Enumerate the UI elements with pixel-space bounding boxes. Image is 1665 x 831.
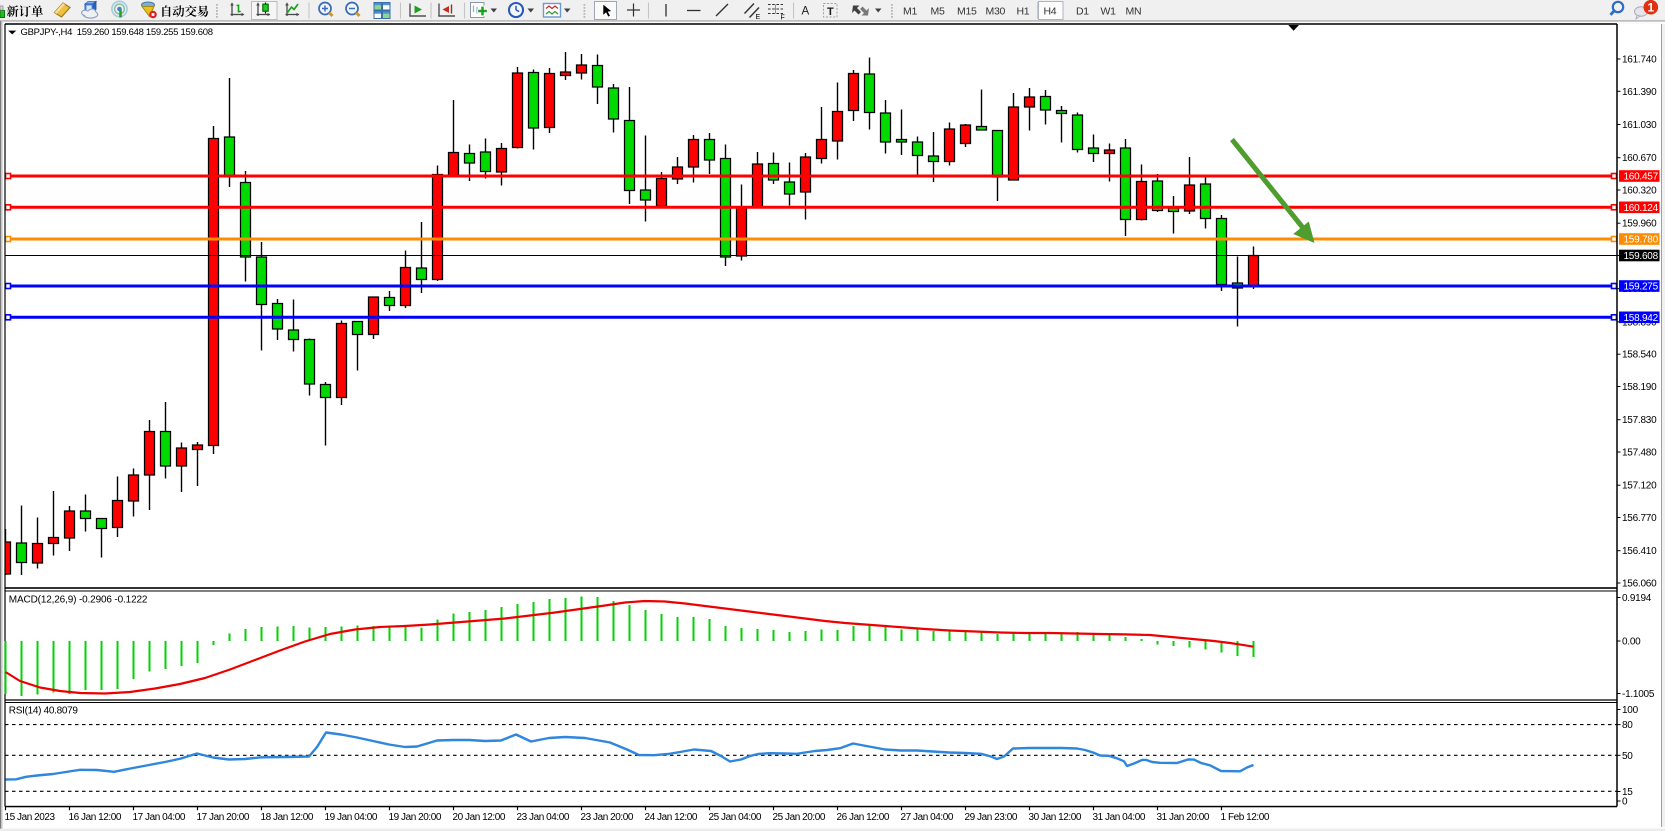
svg-text:161.740: 161.740 <box>1622 55 1657 66</box>
svg-text:H4: H4 <box>1044 6 1057 18</box>
svg-text:0: 0 <box>1622 797 1628 808</box>
svg-text:25 Jan 20:00: 25 Jan 20:00 <box>773 812 826 823</box>
svg-text:161.030: 161.030 <box>1622 120 1657 131</box>
svg-text:M1: M1 <box>903 6 917 18</box>
svg-text:100: 100 <box>1622 705 1639 716</box>
svg-text:M5: M5 <box>931 6 945 18</box>
svg-text:D1: D1 <box>1076 6 1089 18</box>
svg-text:160.457: 160.457 <box>1624 172 1659 183</box>
svg-text:24 Jan 12:00: 24 Jan 12:00 <box>645 812 698 823</box>
svg-text:H1: H1 <box>1017 6 1030 18</box>
svg-text:M30: M30 <box>986 6 1006 18</box>
svg-text:MN: MN <box>1126 6 1142 18</box>
svg-text:25 Jan 04:00: 25 Jan 04:00 <box>709 812 762 823</box>
svg-text:159.275: 159.275 <box>1624 282 1659 293</box>
svg-text:26 Jan 12:00: 26 Jan 12:00 <box>837 812 890 823</box>
svg-text:160.670: 160.670 <box>1622 153 1657 164</box>
svg-text:159.608: 159.608 <box>1624 251 1659 262</box>
svg-text:19 Jan 04:00: 19 Jan 04:00 <box>325 812 378 823</box>
svg-text:157.120: 157.120 <box>1622 481 1657 492</box>
svg-text:19 Jan 20:00: 19 Jan 20:00 <box>389 812 442 823</box>
svg-text:M15: M15 <box>957 6 977 18</box>
svg-text:23 Jan 20:00: 23 Jan 20:00 <box>581 812 634 823</box>
svg-text:156.410: 156.410 <box>1622 546 1657 557</box>
svg-text:158.942: 158.942 <box>1624 313 1659 324</box>
svg-text:MACD(12,26,9) -0.2906 -0.1222: MACD(12,26,9) -0.2906 -0.1222 <box>9 595 148 606</box>
svg-text:0.9194: 0.9194 <box>1622 593 1652 604</box>
svg-text:16 Jan 12:00: 16 Jan 12:00 <box>69 812 122 823</box>
svg-text:30 Jan 12:00: 30 Jan 12:00 <box>1029 812 1082 823</box>
svg-text:-1.1005: -1.1005 <box>1622 689 1655 700</box>
svg-text:23 Jan 04:00: 23 Jan 04:00 <box>517 812 570 823</box>
svg-text:15: 15 <box>1622 787 1633 798</box>
svg-text:160.320: 160.320 <box>1622 186 1657 197</box>
svg-text:20 Jan 12:00: 20 Jan 12:00 <box>453 812 506 823</box>
svg-text:159.780: 159.780 <box>1624 235 1659 246</box>
svg-text:1: 1 <box>1647 1 1654 15</box>
svg-text:161.390: 161.390 <box>1622 87 1657 98</box>
svg-text:158.190: 158.190 <box>1622 382 1657 393</box>
svg-text:31 Jan 20:00: 31 Jan 20:00 <box>1157 812 1210 823</box>
svg-text:29 Jan 23:00: 29 Jan 23:00 <box>965 812 1018 823</box>
svg-text:W1: W1 <box>1101 6 1117 18</box>
svg-text:18 Jan 12:00: 18 Jan 12:00 <box>261 812 314 823</box>
svg-text:17 Jan 04:00: 17 Jan 04:00 <box>133 812 186 823</box>
svg-text:157.480: 157.480 <box>1622 448 1657 459</box>
svg-text:50: 50 <box>1622 751 1633 762</box>
svg-text:1 Feb 12:00: 1 Feb 12:00 <box>1221 812 1270 823</box>
svg-text:157.830: 157.830 <box>1622 415 1657 426</box>
svg-text:158.540: 158.540 <box>1622 350 1657 361</box>
svg-text:15 Jan 2023: 15 Jan 2023 <box>5 812 56 823</box>
svg-text:156.060: 156.060 <box>1622 579 1657 590</box>
svg-text:17 Jan 20:00: 17 Jan 20:00 <box>197 812 250 823</box>
svg-text:80: 80 <box>1622 720 1633 731</box>
svg-text:GBPJPY-,H4 159.260 159.648 15: GBPJPY-,H4 159.260 159.648 159.255 159.6… <box>21 27 213 38</box>
svg-text:160.124: 160.124 <box>1624 203 1659 214</box>
svg-text:RSI(14) 40.8079: RSI(14) 40.8079 <box>9 706 79 717</box>
svg-text:T: T <box>827 6 834 18</box>
svg-text:27 Jan 04:00: 27 Jan 04:00 <box>901 812 954 823</box>
svg-text:156.770: 156.770 <box>1622 513 1657 524</box>
svg-text:A: A <box>802 6 810 18</box>
svg-text:31 Jan 04:00: 31 Jan 04:00 <box>1093 812 1146 823</box>
svg-text:159.960: 159.960 <box>1622 219 1657 230</box>
svg-text:E: E <box>756 14 761 21</box>
svg-text:0.00: 0.00 <box>1622 637 1641 648</box>
svg-text:F: F <box>781 15 785 22</box>
